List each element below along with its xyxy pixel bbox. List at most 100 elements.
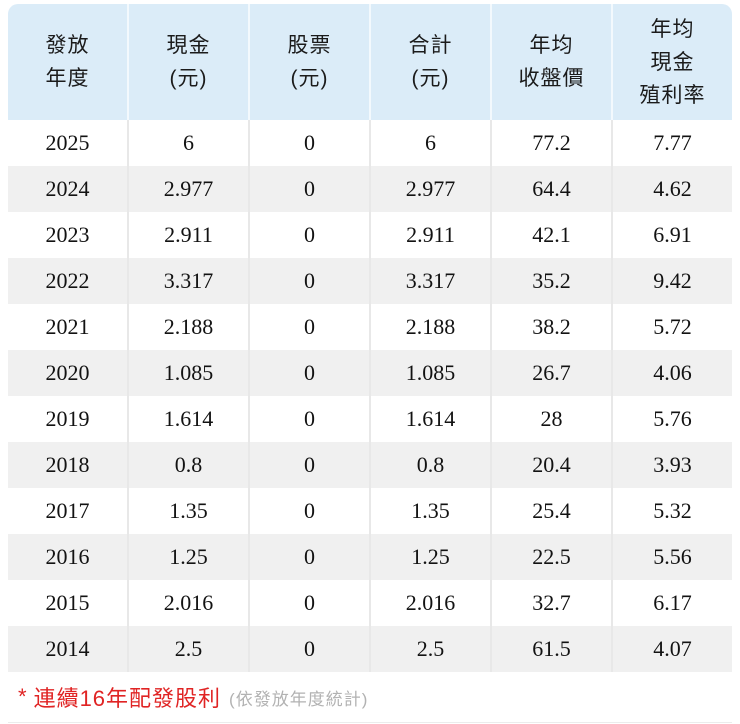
header-line: 合計	[408, 34, 453, 57]
table-row-2014: 2014 2.5 0 2.5 61.5 4.07	[8, 626, 732, 672]
cell-year: 2023	[45, 222, 90, 247]
cell-yield: 5.76	[611, 396, 732, 442]
cell-stock: 0	[248, 580, 369, 626]
header-line: 現金	[166, 34, 211, 57]
cell-year: 2018	[45, 452, 90, 477]
column-header-stock: 股票 (元)	[248, 4, 369, 120]
cell-cash: 2.911	[127, 212, 248, 258]
cell-year: 2021	[45, 314, 90, 339]
table-row-2016: 2016 1.25 0 1.25 22.5 5.56	[8, 534, 732, 580]
cell-cash: 2.977	[127, 166, 248, 212]
cell-cash: 1.25	[127, 534, 248, 580]
table-body: 2025 6 0 6 77.2 7.77 2024 2.977 0 2.977 …	[8, 120, 732, 672]
column-header-issue-year: 發放 年度	[8, 4, 127, 120]
cell-cash: 6	[127, 120, 248, 166]
cell-year: 2025	[45, 130, 90, 155]
cell-stock: 0	[248, 396, 369, 442]
cell-total: 1.25	[369, 534, 490, 580]
column-header-total: 合計 (元)	[369, 4, 490, 120]
cell-total: 1.35	[369, 488, 490, 534]
cell-stock: 0	[248, 626, 369, 672]
cell-year: 2022	[45, 268, 90, 293]
cell-yield: 4.07	[611, 626, 732, 672]
header-line: 殖利率	[639, 83, 706, 107]
footnote-text: 連續16年配發股利	[33, 686, 222, 711]
cell-total: 0.8	[369, 442, 490, 488]
cell-avg-close: 20.4	[490, 442, 611, 488]
cell-avg-close: 28	[490, 396, 611, 442]
cell-stock: 0	[248, 212, 369, 258]
cell-cash: 0.8	[127, 442, 248, 488]
header-line: 年度	[45, 67, 90, 90]
table-row-2018: 2018 0.8 0 0.8 20.4 3.93	[8, 442, 732, 488]
cell-avg-close: 35.2	[490, 258, 611, 304]
cell-year: 2020	[45, 360, 90, 385]
cell-year: 2015	[45, 590, 90, 615]
table-header-row: 發放 年度 現金 (元) 股票 (元) 合計 (元) 年均 收盤價 年均 現金	[8, 4, 732, 120]
cell-stock: 0	[248, 488, 369, 534]
cell-total: 2.977	[369, 166, 490, 212]
header-line: (元)	[411, 67, 450, 90]
cell-avg-close: 61.5	[490, 626, 611, 672]
cell-year: 2014	[45, 636, 90, 661]
cell-total: 6	[369, 120, 490, 166]
cell-year: 2019	[45, 406, 90, 431]
cell-stock: 0	[248, 120, 369, 166]
column-header-avg-cash-yield: 年均 現金 殖利率	[611, 4, 732, 120]
cell-cash: 1.35	[127, 488, 248, 534]
column-header-avg-close-price: 年均 收盤價	[490, 4, 611, 120]
cell-yield: 5.32	[611, 488, 732, 534]
cell-total: 3.317	[369, 258, 490, 304]
cell-yield: 6.91	[611, 212, 732, 258]
cell-yield: 3.93	[611, 442, 732, 488]
cell-cash: 3.317	[127, 258, 248, 304]
cell-yield: 7.77	[611, 120, 732, 166]
cell-yield: 6.17	[611, 580, 732, 626]
cell-stock: 0	[248, 534, 369, 580]
table-row-2015: 2015 2.016 0 2.016 32.7 6.17	[8, 580, 732, 626]
cell-avg-close: 25.4	[490, 488, 611, 534]
header-line: (元)	[290, 67, 329, 90]
cell-stock: 0	[248, 258, 369, 304]
cell-cash: 2.188	[127, 304, 248, 350]
cell-stock: 0	[248, 304, 369, 350]
header-line: 發放	[45, 34, 90, 57]
cell-total: 2.911	[369, 212, 490, 258]
cell-cash: 1.614	[127, 396, 248, 442]
cell-total: 1.085	[369, 350, 490, 396]
table-row-2025: 2025 6 0 6 77.2 7.77	[8, 120, 732, 166]
cell-stock: 0	[248, 350, 369, 396]
cell-cash: 1.085	[127, 350, 248, 396]
table-row-2024: 2024 2.977 0 2.977 64.4 4.62	[8, 166, 732, 212]
cell-stock: 0	[248, 166, 369, 212]
cell-total: 2.188	[369, 304, 490, 350]
table-row-2020: 2020 1.085 0 1.085 26.7 4.06	[8, 350, 732, 396]
cell-avg-close: 32.7	[490, 580, 611, 626]
cell-year: 2016	[45, 544, 90, 569]
asterisk-marker: *	[18, 684, 27, 709]
table-row-2022: 2022 3.317 0 3.317 35.2 9.42	[8, 258, 732, 304]
cell-avg-close: 26.7	[490, 350, 611, 396]
table-row-2019: 2019 1.614 0 1.614 28 5.76	[8, 396, 732, 442]
header-line: 現金	[650, 50, 695, 74]
cell-yield: 4.06	[611, 350, 732, 396]
footnote-suffix: (依發放年度統計)	[229, 689, 369, 709]
cell-avg-close: 77.2	[490, 120, 611, 166]
cell-stock: 0	[248, 442, 369, 488]
header-line: (元)	[169, 67, 208, 90]
header-line: 股票	[287, 34, 332, 57]
cell-year: 2024	[45, 176, 90, 201]
header-line: 年均	[529, 34, 574, 57]
cell-cash: 2.016	[127, 580, 248, 626]
table-row-2021: 2021 2.188 0 2.188 38.2 5.72	[8, 304, 732, 350]
cell-avg-close: 38.2	[490, 304, 611, 350]
cell-avg-close: 22.5	[490, 534, 611, 580]
dividend-table: 發放 年度 現金 (元) 股票 (元) 合計 (元) 年均 收盤價 年均 現金	[8, 4, 732, 672]
cell-yield: 9.42	[611, 258, 732, 304]
cell-total: 2.5	[369, 626, 490, 672]
header-line: 收盤價	[518, 67, 585, 90]
cell-cash: 2.5	[127, 626, 248, 672]
cell-total: 2.016	[369, 580, 490, 626]
header-line: 年均	[650, 17, 695, 41]
